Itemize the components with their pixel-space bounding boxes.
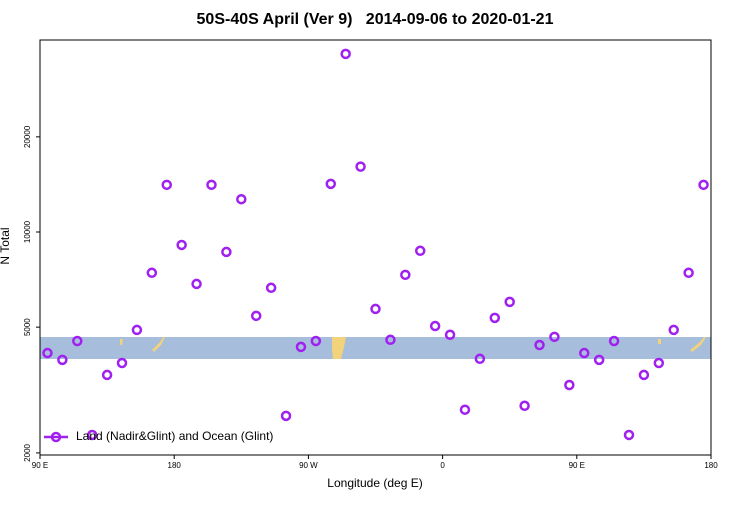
data-point [176, 239, 187, 251]
data-point [57, 354, 68, 366]
data-point [86, 429, 98, 441]
y-tick-label: 20000 [23, 125, 32, 148]
data-point [325, 178, 337, 190]
chart-title: 50S-40S April (Ver 9) 2014-09-06 to 2020… [197, 11, 554, 28]
x-tick-label: 90 E [32, 461, 48, 470]
data-point [683, 267, 694, 279]
data-point [72, 335, 83, 347]
data-point [310, 335, 322, 347]
data-point [116, 357, 128, 369]
data-point [534, 339, 545, 351]
data-point [698, 179, 709, 191]
data-point [638, 369, 650, 381]
data-point [459, 404, 471, 415]
data-point [414, 245, 426, 257]
data-point [400, 269, 411, 281]
data-point [295, 341, 307, 353]
data-point [429, 320, 441, 332]
data-point [101, 369, 113, 381]
data-point [385, 334, 396, 346]
data-point [668, 324, 679, 336]
data-point [564, 379, 575, 391]
plot-frame [39, 39, 712, 456]
data-point [489, 312, 501, 324]
data-point [579, 347, 590, 359]
data-point [280, 410, 292, 422]
data-point [221, 246, 232, 258]
data-point [623, 429, 635, 441]
data-point [504, 296, 515, 308]
data-point [265, 282, 277, 294]
x-tick-label: 180 [168, 461, 182, 470]
x-tick-label: 180 [704, 461, 718, 470]
x-axis-label: Longitude (deg E) [327, 476, 422, 490]
data-point [474, 353, 486, 365]
legend-marker [50, 431, 62, 443]
x-tick-label: 0 [440, 461, 445, 470]
y-tick-label: 10000 [23, 220, 32, 243]
data-point [42, 347, 53, 359]
data-point [161, 179, 172, 191]
data-point [653, 357, 665, 369]
data-point [191, 278, 202, 290]
x-tick-label: 90 E [569, 461, 585, 470]
data-point [593, 354, 605, 366]
data-point [444, 329, 456, 341]
legend-item: Land (Nadir&Glint) and Ocean (Glint) [44, 429, 273, 443]
data-point [340, 48, 351, 60]
data-point [206, 179, 217, 191]
data-point [250, 310, 262, 322]
data-point [236, 193, 247, 205]
x-tick-label: 90 W [299, 461, 318, 470]
data-point [370, 303, 381, 315]
data-point [549, 331, 560, 343]
data-point [355, 161, 366, 172]
legend-label: Land (Nadir&Glint) and Ocean (Glint) [76, 429, 273, 443]
data-point [608, 335, 620, 347]
y-tick-label: 5000 [23, 318, 32, 336]
data-point [146, 267, 158, 279]
data-point [131, 324, 143, 336]
data-point [519, 400, 530, 412]
y-axis-label: N Total [0, 227, 12, 264]
y-tick-label: 2000 [23, 443, 32, 461]
